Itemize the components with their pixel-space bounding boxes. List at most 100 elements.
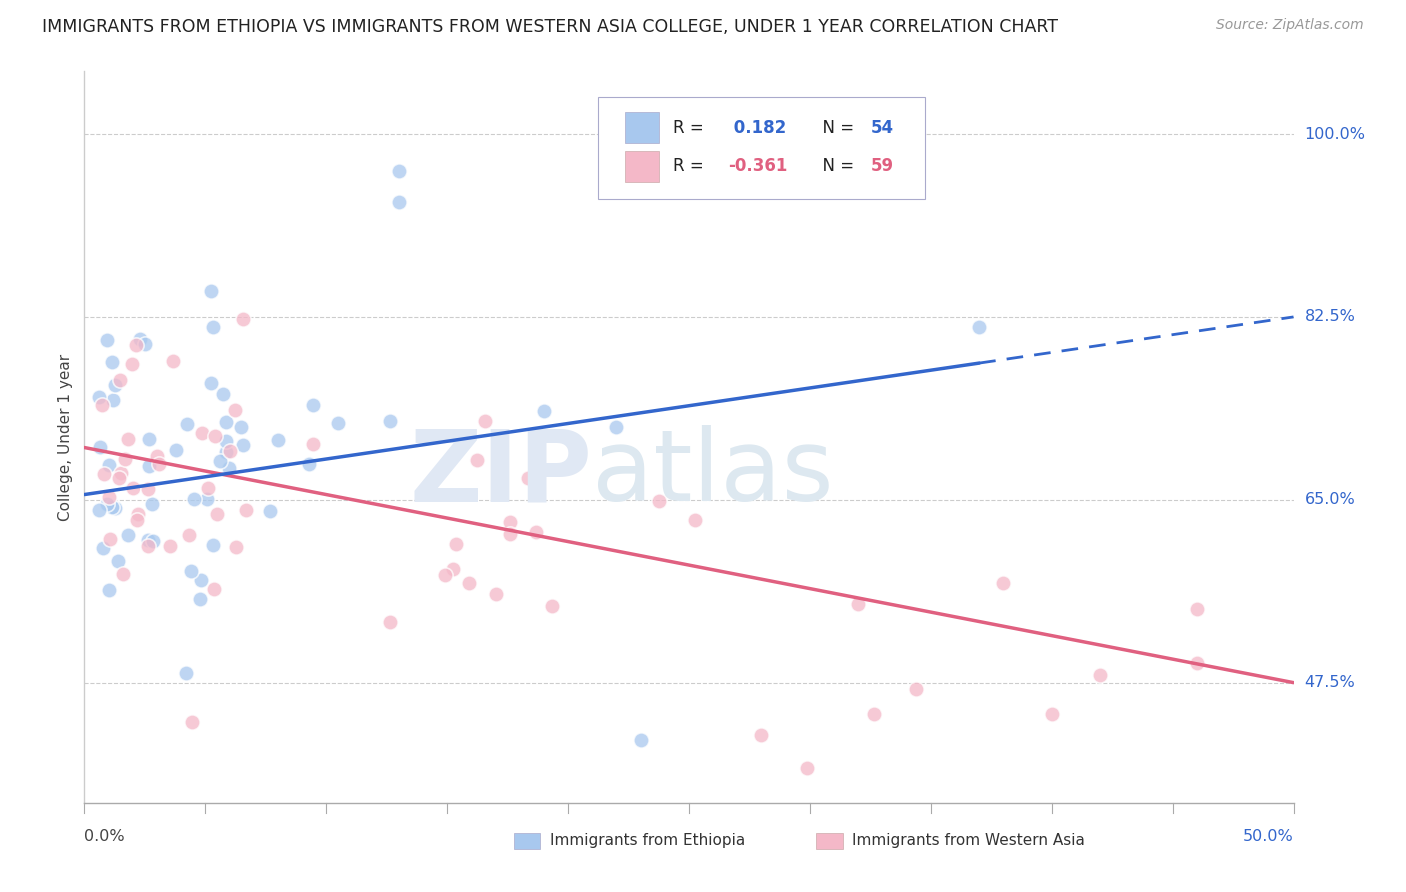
Text: Source: ZipAtlas.com: Source: ZipAtlas.com bbox=[1216, 18, 1364, 32]
Point bbox=[104, 377, 127, 392]
Bar bbox=[513, 833, 540, 849]
Point bbox=[101, 392, 124, 407]
Point bbox=[197, 481, 219, 495]
Point bbox=[134, 337, 156, 351]
Point bbox=[98, 582, 121, 597]
Point bbox=[183, 491, 205, 506]
Point bbox=[904, 681, 927, 696]
Point bbox=[388, 194, 411, 209]
Point bbox=[441, 562, 464, 576]
Point bbox=[98, 532, 121, 546]
Point bbox=[215, 415, 238, 429]
Point bbox=[101, 355, 124, 369]
Point bbox=[388, 163, 411, 178]
Point bbox=[202, 582, 225, 597]
Point bbox=[380, 414, 402, 428]
Point bbox=[122, 481, 145, 495]
Point bbox=[1185, 657, 1208, 671]
Point bbox=[204, 429, 226, 443]
Point bbox=[145, 449, 167, 463]
Point bbox=[110, 467, 132, 481]
Point bbox=[148, 458, 170, 472]
Point bbox=[378, 615, 401, 629]
Text: 59: 59 bbox=[870, 158, 893, 176]
Point bbox=[177, 527, 200, 541]
Point bbox=[499, 515, 522, 529]
Point bbox=[100, 500, 122, 515]
Bar bbox=[815, 833, 842, 849]
Point bbox=[174, 665, 197, 680]
Point bbox=[136, 533, 159, 547]
Bar bbox=[624, 151, 659, 182]
Point bbox=[846, 597, 869, 611]
Point bbox=[98, 491, 121, 505]
Point bbox=[191, 425, 214, 440]
Point bbox=[465, 453, 488, 467]
Point bbox=[863, 707, 886, 722]
Point bbox=[91, 541, 114, 555]
Point bbox=[127, 513, 149, 527]
Point bbox=[128, 332, 150, 346]
Point bbox=[188, 591, 211, 606]
Point bbox=[111, 566, 134, 581]
Point bbox=[1088, 668, 1111, 682]
Point bbox=[302, 399, 325, 413]
Point bbox=[117, 527, 139, 541]
Text: ZIP: ZIP bbox=[409, 425, 592, 522]
Point bbox=[541, 599, 564, 613]
Point bbox=[474, 414, 496, 428]
Point bbox=[108, 373, 131, 387]
Point bbox=[266, 433, 288, 447]
Point bbox=[218, 444, 240, 458]
Point bbox=[114, 452, 136, 467]
Text: 65.0%: 65.0% bbox=[1305, 492, 1355, 508]
Point bbox=[127, 507, 149, 521]
Point bbox=[796, 761, 818, 775]
Point bbox=[212, 387, 235, 401]
Point bbox=[121, 357, 143, 371]
Point bbox=[159, 539, 181, 553]
Point bbox=[1185, 602, 1208, 616]
Point bbox=[298, 457, 321, 471]
Point bbox=[96, 497, 118, 511]
Y-axis label: College, Under 1 year: College, Under 1 year bbox=[58, 353, 73, 521]
Point bbox=[138, 458, 160, 473]
Point bbox=[215, 445, 238, 459]
Point bbox=[181, 714, 204, 729]
Point bbox=[104, 501, 127, 516]
Point bbox=[138, 539, 160, 553]
Point bbox=[87, 502, 110, 516]
Point bbox=[751, 728, 773, 742]
Bar bbox=[624, 112, 659, 143]
Point bbox=[215, 434, 238, 449]
Text: 100.0%: 100.0% bbox=[1305, 127, 1365, 142]
Text: 0.0%: 0.0% bbox=[84, 829, 125, 844]
Text: 47.5%: 47.5% bbox=[1305, 675, 1355, 690]
Point bbox=[89, 441, 111, 455]
Point bbox=[209, 454, 232, 468]
Point bbox=[993, 576, 1015, 591]
Point bbox=[162, 354, 184, 368]
Point bbox=[205, 507, 228, 521]
Point bbox=[124, 337, 146, 351]
Point bbox=[516, 471, 538, 485]
Point bbox=[202, 538, 225, 552]
Point bbox=[202, 320, 225, 334]
FancyBboxPatch shape bbox=[599, 97, 925, 200]
Point bbox=[1040, 706, 1063, 721]
Text: Immigrants from Ethiopia: Immigrants from Ethiopia bbox=[550, 833, 745, 848]
Point bbox=[138, 432, 160, 446]
Point bbox=[200, 376, 222, 390]
Point bbox=[142, 534, 165, 549]
Point bbox=[190, 573, 212, 587]
Point bbox=[97, 458, 120, 472]
Point bbox=[533, 404, 555, 418]
Point bbox=[195, 491, 218, 506]
Point bbox=[605, 419, 627, 434]
Point bbox=[967, 320, 990, 334]
Text: IMMIGRANTS FROM ETHIOPIA VS IMMIGRANTS FROM WESTERN ASIA COLLEGE, UNDER 1 YEAR C: IMMIGRANTS FROM ETHIOPIA VS IMMIGRANTS F… bbox=[42, 18, 1059, 36]
Point bbox=[218, 461, 240, 475]
Point bbox=[259, 504, 281, 518]
Point bbox=[328, 417, 350, 431]
Point bbox=[117, 432, 139, 446]
